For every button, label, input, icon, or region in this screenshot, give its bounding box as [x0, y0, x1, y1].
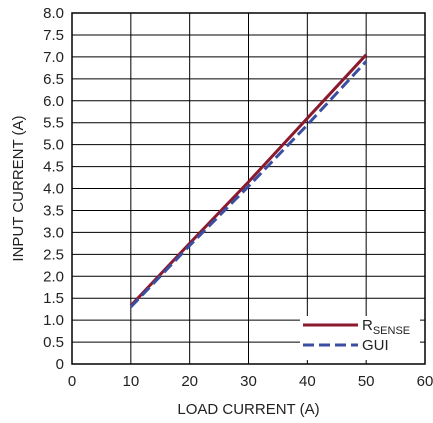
y-tick-label: 0.5: [43, 334, 64, 351]
x-tick-label: 0: [68, 373, 76, 390]
x-axis-label: LOAD CURRENT (A): [177, 401, 319, 418]
y-tick-label: 1.5: [43, 290, 64, 307]
y-tick-label: 8.0: [43, 5, 64, 22]
legend-background: [300, 316, 420, 360]
legend-label-gui: GUI: [362, 337, 389, 354]
x-tick-label: 20: [181, 373, 198, 390]
x-tick-label: 50: [358, 373, 375, 390]
y-tick-labels: 0 0.5 1.0 1.5 2.0 2.5 3.0 3.5 4.0 4.5 5.0 5.5 6.0 6.5…: [43, 5, 64, 373]
y-tick-label: 3.5: [43, 202, 64, 219]
x-tick-label: 30: [240, 373, 257, 390]
y-tick-label: 6.5: [43, 71, 64, 88]
y-tick-label: 0: [56, 356, 64, 373]
x-tick-label: 10: [122, 373, 139, 390]
legend-label-rsense: RSENSE: [362, 317, 410, 337]
x-tick-label: 60: [417, 373, 433, 390]
y-tick-label: 4.0: [43, 181, 64, 198]
grid: [71, 12, 426, 365]
y-tick-label: 5.5: [43, 115, 64, 132]
legend-label-main: R: [362, 317, 373, 334]
y-tick-label: 5.0: [43, 137, 64, 154]
series-group: [129, 53, 368, 309]
y-tick-label: 7.0: [43, 49, 64, 66]
x-tick-labels: 0 10 20 30 40 50 60: [68, 373, 433, 390]
legend-label-sub: SENSE: [373, 325, 410, 337]
plot-border: [71, 12, 426, 365]
y-tick-label: 7.5: [43, 27, 64, 44]
y-tick-label: 6.0: [43, 93, 64, 110]
x-tick-label: 40: [299, 373, 316, 390]
y-tick-label: 4.5: [43, 159, 64, 176]
y-axis-label: INPUT CURRENT (A): [10, 115, 27, 261]
series-line-gui: [129, 60, 368, 309]
y-tick-label: 1.0: [43, 312, 64, 329]
y-tick-label: 2.0: [43, 268, 64, 285]
y-tick-label: 2.5: [43, 246, 64, 263]
y-tick-label: 3.0: [43, 224, 64, 241]
